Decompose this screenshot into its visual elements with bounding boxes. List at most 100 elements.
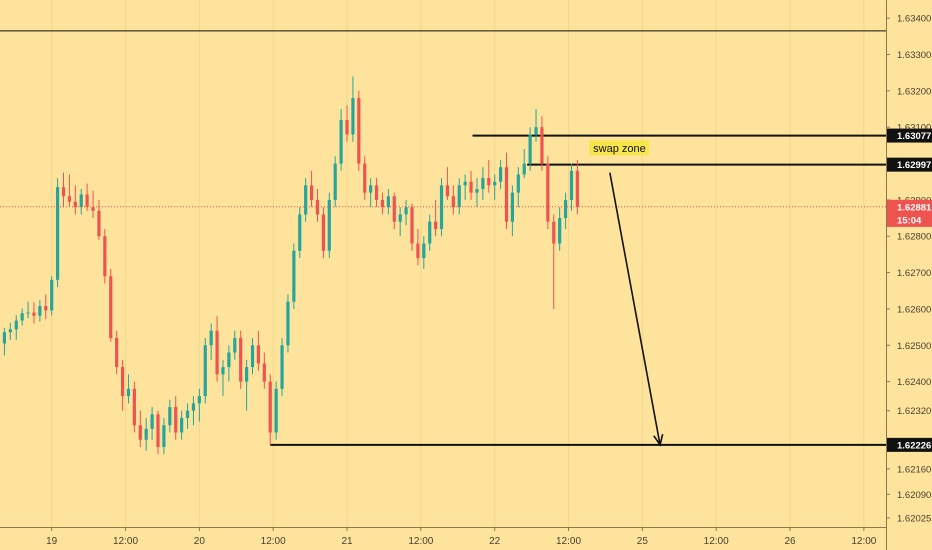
candle-body [67,196,72,202]
candle-6 [38,300,42,322]
price-tick-label: 1.63300 [897,50,931,61]
candle-70 [416,228,420,266]
candle-49 [292,243,296,309]
candle-body [50,279,54,311]
projection-arrow[interactable] [609,172,664,447]
candle-body [363,163,367,193]
price-tick-label: 1.62160 [897,464,931,475]
candle-body [174,407,178,433]
price-tick-label: 1.63100 [897,123,931,134]
grid-lines [51,0,865,527]
candle-51 [304,178,308,222]
candle-body [91,207,95,211]
candle-body [239,338,243,382]
candle-94 [558,207,562,251]
candle-77 [457,178,461,215]
candle-body [185,410,190,418]
candle-body [8,329,12,333]
candle-body [156,414,160,448]
candle-body [428,221,432,244]
price-badge-label: 1.63077 [897,131,931,142]
candle-71 [422,236,426,269]
candle-body [150,414,154,429]
candle-82 [487,159,491,193]
candle-body [475,188,479,193]
candle-52 [309,170,314,208]
swap-zone-label[interactable]: swap zone [593,143,646,155]
candle-body [451,196,455,208]
candle-87 [516,167,520,208]
candle-55 [327,192,331,259]
candle-body [309,185,314,200]
candle-4 [26,301,30,319]
candle-body [422,243,426,259]
candle-body [44,306,48,311]
candle-88 [522,149,526,179]
candle-body [540,127,544,164]
candle-body [20,313,24,321]
candle-86 [510,185,515,237]
candle-body [280,345,284,389]
candle-body [55,187,60,280]
candle-body [493,181,497,186]
candle-16 [97,199,101,240]
price-badge-label: 1.62226 [897,440,931,451]
candle-46 [274,381,278,440]
candle-body [233,338,237,353]
candle-body [162,425,166,448]
candle-47 [280,338,284,397]
swap-zone-annotation[interactable]: swap zone [589,140,650,156]
candle-body [398,214,402,222]
price-axis-badges: 1.63077 1.62997 1.62881 15:04 1.62226 [887,128,932,452]
candle-body [369,185,373,193]
arrow-head[interactable] [653,433,664,447]
time-tick-label: 26 [784,536,796,547]
candle-body [109,276,113,339]
candle-1 [8,322,12,340]
candle-body [180,417,184,433]
arrow-shaft[interactable] [609,172,661,446]
candle-37 [221,359,225,397]
price-tick-label: 1.63200 [897,86,931,97]
candle-body [516,174,520,193]
time-tick-label: 12:00 [704,536,729,547]
candle-39 [233,330,237,360]
candle-body [268,381,272,433]
candle-body [132,388,136,426]
candle-68 [404,199,408,226]
price-tick-label: 1.62600 [897,304,931,315]
candle-body [374,185,379,200]
candle-body [97,210,101,237]
candle-96 [569,163,574,211]
candle-63 [374,178,379,208]
candle-body [434,221,438,229]
candle-21 [126,374,131,404]
candle-9 [55,178,60,288]
candle-body [345,119,349,135]
candle-48 [286,294,290,353]
candle-body [327,199,331,251]
candle-body [386,196,390,208]
candle-body [103,236,107,277]
candle-body [304,185,308,215]
time-tick-label: 21 [341,536,353,547]
candle-79 [469,170,473,200]
candle-24 [144,417,148,451]
candle-body [245,367,249,382]
candle-body [504,167,509,222]
candle-12 [73,185,77,215]
candle-body [126,388,131,397]
time-axis[interactable]: 19 12:00 20 12:00 21 12:00 22 12:00 25 12:00 26 12:… [46,527,877,547]
candle-body [445,185,450,197]
candle-93 [552,214,556,309]
candle-11 [67,174,72,208]
candle-14 [85,183,89,211]
price-tick-label: 1.63400 [897,14,931,25]
candle-45 [268,374,272,445]
candle-15 [91,190,95,219]
candle-body [120,367,125,397]
candle-body [469,181,473,193]
candle-66 [392,192,396,229]
price-badge-2 [887,199,932,214]
